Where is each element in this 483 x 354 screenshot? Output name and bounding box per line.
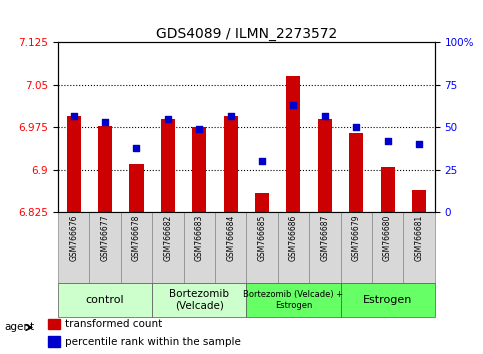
Point: [195, 126, 203, 132]
Point: [227, 113, 235, 118]
Text: GSM766683: GSM766683: [195, 215, 204, 261]
Bar: [98, 126, 112, 212]
Text: GSM766678: GSM766678: [132, 215, 141, 261]
Bar: [309, 212, 341, 283]
Text: Bortezomib
(Velcade): Bortezomib (Velcade): [169, 289, 229, 311]
Text: agent: agent: [5, 322, 35, 332]
Bar: [255, 193, 269, 212]
Text: GSM766679: GSM766679: [352, 215, 361, 261]
Text: GSM766682: GSM766682: [163, 215, 172, 261]
Text: GSM766676: GSM766676: [69, 215, 78, 261]
Point: [164, 116, 172, 122]
Text: control: control: [86, 295, 124, 305]
Point: [133, 145, 141, 151]
Bar: [161, 119, 175, 212]
Bar: [152, 212, 184, 283]
Bar: [318, 119, 332, 212]
Point: [353, 125, 360, 130]
Text: percentile rank within the sample: percentile rank within the sample: [65, 337, 241, 347]
Text: Estrogen: Estrogen: [363, 295, 412, 305]
Point: [384, 138, 392, 144]
Bar: [58, 212, 89, 283]
Bar: [403, 212, 435, 283]
Text: Bortezomib (Velcade) +
Estrogen: Bortezomib (Velcade) + Estrogen: [243, 290, 343, 310]
Bar: [184, 212, 215, 283]
Title: GDS4089 / ILMN_2273572: GDS4089 / ILMN_2273572: [156, 28, 337, 41]
Bar: [224, 116, 238, 212]
Point: [415, 142, 423, 147]
Bar: [349, 133, 363, 212]
Text: GSM766680: GSM766680: [383, 215, 392, 261]
Bar: [246, 212, 278, 283]
Bar: [412, 190, 426, 212]
Text: GSM766684: GSM766684: [226, 215, 235, 261]
Bar: [372, 212, 403, 283]
Point: [321, 113, 328, 118]
Bar: [89, 212, 121, 283]
Bar: [48, 336, 60, 347]
Bar: [48, 319, 60, 329]
Bar: [286, 76, 300, 212]
Bar: [278, 212, 309, 283]
Bar: [215, 212, 246, 283]
Bar: [192, 127, 206, 212]
Text: GSM766687: GSM766687: [320, 215, 329, 261]
Bar: [58, 283, 152, 317]
Text: GSM766681: GSM766681: [414, 215, 424, 261]
Point: [70, 113, 78, 118]
Text: transformed count: transformed count: [65, 319, 162, 329]
Point: [258, 159, 266, 164]
Bar: [129, 164, 143, 212]
Bar: [152, 283, 246, 317]
Bar: [67, 116, 81, 212]
Bar: [121, 212, 152, 283]
Point: [290, 103, 298, 108]
Bar: [246, 283, 341, 317]
Bar: [341, 212, 372, 283]
Text: GSM766685: GSM766685: [257, 215, 267, 261]
Bar: [381, 167, 395, 212]
Text: GSM766686: GSM766686: [289, 215, 298, 261]
Text: GSM766677: GSM766677: [100, 215, 110, 261]
Point: [101, 120, 109, 125]
Bar: [341, 283, 435, 317]
